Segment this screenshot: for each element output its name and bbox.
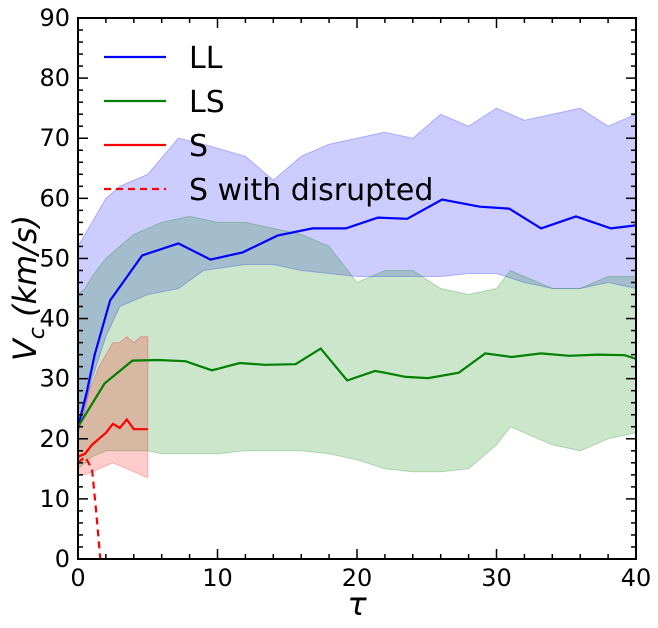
y-tick-label: 80 <box>39 64 70 92</box>
x-tick-label: 30 <box>481 564 512 592</box>
x-tick-label: 10 <box>202 564 233 592</box>
x-tick-label: 0 <box>70 564 85 592</box>
x-tick-label: 20 <box>342 564 373 592</box>
legend: LL LS S S with disrupted <box>104 41 433 208</box>
legend-label: S <box>189 129 208 164</box>
line-ls <box>77 347 637 428</box>
y-tick-label: 20 <box>39 425 70 453</box>
y-tick-label: 70 <box>39 124 70 152</box>
y-axis-title: Vc (km/s) <box>6 215 50 361</box>
plot-frame <box>77 17 637 560</box>
line-s-with-disrupted <box>77 455 102 560</box>
legend-label: LS <box>189 85 225 120</box>
y-tick-label: 40 <box>39 305 70 333</box>
y-tick-label: 50 <box>39 244 70 272</box>
y-tick-label: 0 <box>55 545 70 573</box>
line-s <box>77 417 148 458</box>
confidence-bands <box>77 107 637 479</box>
y-tick-label: 60 <box>39 184 70 212</box>
legend-label: S with disrupted <box>189 173 433 208</box>
y-tick-label: 10 <box>39 485 70 513</box>
y-tick-label: 90 <box>39 4 70 32</box>
line-ll <box>76 198 637 428</box>
x-axis-title: τ <box>347 585 367 623</box>
series-lines <box>76 198 637 560</box>
legend-label: LL <box>189 41 223 76</box>
tick-labels: 0 10 20 30 40 0 10 20 30 40 50 60 70 80 90 <box>39 4 651 592</box>
y-tick-label: 30 <box>39 365 70 393</box>
x-tick-label: 40 <box>621 564 652 592</box>
